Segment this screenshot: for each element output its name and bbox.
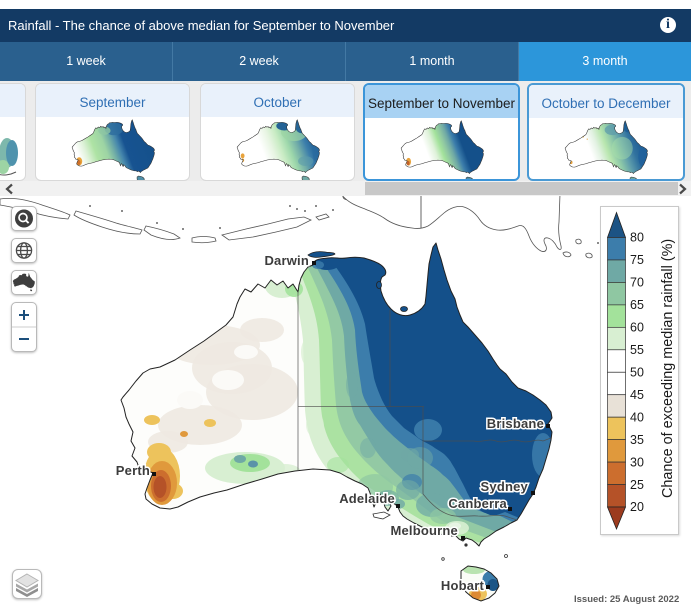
svg-text:Adelaide: Adelaide — [339, 491, 395, 506]
svg-text:Brisbane: Brisbane — [487, 416, 544, 431]
svg-text:65: 65 — [630, 298, 644, 312]
svg-text:20: 20 — [630, 500, 644, 514]
svg-text:80: 80 — [630, 231, 644, 245]
svg-text:60: 60 — [630, 321, 644, 335]
svg-text:45: 45 — [630, 388, 644, 402]
svg-text:35: 35 — [630, 433, 644, 447]
svg-text:75: 75 — [630, 253, 644, 267]
svg-text:30: 30 — [630, 455, 644, 469]
svg-text:Hobart: Hobart — [441, 578, 485, 593]
svg-text:Perth: Perth — [116, 463, 150, 478]
svg-text:Sydney: Sydney — [481, 479, 529, 494]
svg-text:70: 70 — [630, 276, 644, 290]
svg-text:Canberra: Canberra — [448, 496, 507, 511]
svg-text:25: 25 — [630, 478, 644, 492]
svg-text:50: 50 — [630, 365, 644, 379]
svg-text:40: 40 — [630, 410, 644, 424]
svg-text:55: 55 — [630, 343, 644, 357]
svg-text:Melbourne: Melbourne — [390, 523, 458, 538]
svg-text:Darwin: Darwin — [264, 253, 309, 268]
